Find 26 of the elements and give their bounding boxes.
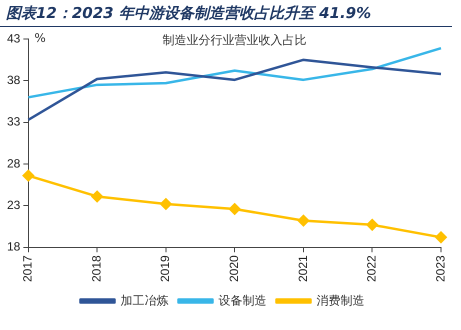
point [366, 219, 378, 231]
legend-label: 消费制造 [316, 293, 364, 308]
y-tick-label: 38 [6, 72, 21, 87]
chart-subtitle: 制造业分行业营业收入占比 [162, 33, 307, 48]
x-tick-label: 2023 [433, 254, 448, 282]
point [160, 198, 172, 210]
y-axis-title: % [34, 31, 46, 46]
point [91, 190, 103, 202]
legend-label: 加工冶炼 [120, 293, 168, 308]
x-tick-label: 2018 [89, 254, 104, 282]
y-tick-label: 33 [6, 114, 21, 129]
x-tick-label: 2021 [296, 254, 310, 282]
x-tick-label: 2022 [364, 254, 379, 282]
point [22, 170, 34, 182]
x-tick-label: 2017 [20, 254, 35, 282]
legend-label: 设备制造 [218, 293, 266, 308]
y-tick-label: 23 [6, 198, 21, 212]
point [228, 203, 240, 215]
x-tick-label: 2020 [226, 254, 241, 282]
x-tick-label: 2019 [158, 254, 172, 282]
point [298, 214, 310, 226]
y-tick-label: 18 [6, 240, 21, 254]
chart-title: 图表12：2023 年中游设备制造营收占比升至 41.9% [0, 0, 452, 27]
y-tick-label: 28 [6, 156, 21, 170]
y-tick-label: 43 [6, 31, 21, 46]
point [435, 232, 447, 244]
